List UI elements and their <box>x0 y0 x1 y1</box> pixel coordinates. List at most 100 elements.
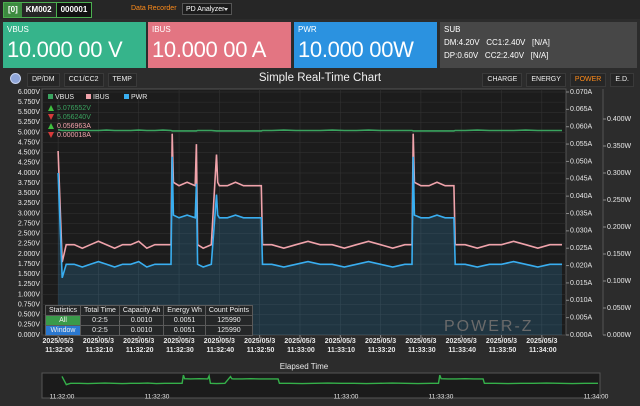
y-tick-label: 1.000V <box>18 291 41 298</box>
readout-value: 10.000 00 V <box>7 37 123 62</box>
overview-tick-label: 11:32:00 <box>50 394 75 401</box>
sub-label: SUB <box>444 25 461 34</box>
x-axis-title: Elapsed Time <box>280 362 329 371</box>
legend-label: IBUS <box>93 94 110 101</box>
table-cell: All <box>44 315 82 326</box>
readout-value: 10.000 00W <box>298 37 414 62</box>
y-tick-label: 0.040A <box>570 193 593 200</box>
y-tick-label: 0.350W <box>607 143 632 150</box>
y-tick-label: 4.250V <box>18 160 41 167</box>
y-tick-label: 1.250V <box>18 281 41 288</box>
y-tick-label: 1.500V <box>18 271 41 278</box>
app-icon[interactable] <box>10 73 21 84</box>
device-selector[interactable]: [0] KM002 000001 <box>3 2 93 18</box>
x-tick-label: 2025/05/3 11:32:30 <box>163 338 194 354</box>
device-index: [0] <box>4 3 22 17</box>
y-tick-label: 2.000V <box>18 251 41 258</box>
tab[interactable]: TEMP <box>107 73 137 87</box>
x-tick-label: 2025/05/3 11:33:00 <box>284 338 315 354</box>
tab[interactable]: DP/DM <box>27 73 60 87</box>
y-tick-label: 0.300W <box>607 170 632 177</box>
y-tick-label: 0.400W <box>607 116 632 123</box>
readout-label: VBUS <box>7 25 29 34</box>
legend-label: PWR <box>131 94 147 101</box>
x-tick-label: 2025/05/3 11:32:50 <box>244 338 275 354</box>
mode-dropdown[interactable]: PD Analyzer <box>182 3 232 15</box>
y-tick-label: 5.000V <box>18 129 41 136</box>
tab[interactable]: E.D. <box>610 73 634 87</box>
statistics-table: Statistics Total Time Capacity Ah Energy Wh… <box>44 305 254 336</box>
overview-tick-label: 11:33:30 <box>429 394 454 401</box>
readout-label: PWR <box>298 25 317 34</box>
mode-text: PD Analyzer <box>186 6 225 13</box>
y-tick-label: 0.150W <box>607 251 632 258</box>
y-tick-label: 0.010A <box>570 297 593 304</box>
header-cell: Energy Wh <box>163 305 206 316</box>
y-tick-label: 0.000A <box>570 332 593 339</box>
series-line <box>57 128 562 132</box>
readout-label: IBUS <box>152 25 171 34</box>
y-tick-label: 0.030A <box>570 228 593 235</box>
y-tick-label: 6.000V <box>18 89 41 96</box>
y-tick-label: 1.750V <box>18 261 41 268</box>
readout-panel: PWR 10.000 00W <box>294 22 437 68</box>
y-tick-label: 0.060A <box>570 124 593 131</box>
x-tick-label: 2025/05/3 11:34:00 <box>526 338 557 354</box>
table-cell: 0:2:5 <box>80 315 120 326</box>
y-tick-label: 3.750V <box>18 180 41 187</box>
extreme-value: 5.076552V <box>57 105 91 112</box>
x-tick-label: 2025/05/3 11:33:20 <box>365 338 396 354</box>
overview-tick-label: 11:33:00 <box>334 394 359 401</box>
readout-panel: VBUS 10.000 00 V <box>3 22 146 68</box>
y-tick-label: 5.750V <box>18 99 41 106</box>
x-tick-label: 2025/05/3 11:33:10 <box>325 338 356 354</box>
table-cell: 125990 <box>204 325 254 336</box>
table-cell: 0.0051 <box>163 315 206 326</box>
y-tick-label: 0.000W <box>607 332 632 339</box>
legend-swatch <box>86 94 91 99</box>
y-tick-label: 4.500V <box>18 150 41 157</box>
readout-panel: IBUS 10.000 00 A <box>148 22 291 68</box>
y-tick-label: 3.250V <box>18 200 41 207</box>
series-line <box>57 156 562 279</box>
y-tick-label: 2.750V <box>18 220 41 227</box>
legend-label: VBUS <box>55 94 74 101</box>
tab[interactable]: CHARGE <box>482 73 523 87</box>
y-tick-label: 0.015A <box>570 280 593 287</box>
x-tick-label: 2025/05/3 11:32:20 <box>123 338 154 354</box>
extreme-marker <box>48 123 54 129</box>
y-tick-label: 0.020A <box>570 262 593 269</box>
header-cell: Statistics <box>44 305 82 316</box>
y-tick-label: 5.250V <box>18 119 41 126</box>
table-header: Statistics Total Time Capacity Ah Energy Wh… <box>44 305 254 316</box>
y-tick-label: 3.500V <box>18 190 41 197</box>
tabs-right: CHARGE ENERGY POWER E.D. <box>482 73 634 87</box>
y-tick-label: 0.065A <box>570 106 593 113</box>
header-cell: Count Points <box>204 305 254 316</box>
x-tick-label: 2025/05/3 11:33:50 <box>486 338 517 354</box>
sub-line: DM:4.20V CC1:2.40V [N/A] <box>444 38 550 47</box>
y-tick-label: 4.000V <box>18 170 41 177</box>
y-tick-label: 3.000V <box>18 210 41 217</box>
y-tick-label: 0.045A <box>570 176 593 183</box>
y-tick-label: 4.750V <box>18 139 41 146</box>
tab[interactable]: CC1/CC2 <box>63 73 104 87</box>
overview-frame <box>41 372 601 399</box>
watermark: POWER-Z <box>444 318 534 335</box>
tab[interactable]: POWER <box>569 73 607 87</box>
y-tick-label: 0.050A <box>570 158 593 165</box>
table-row: All 0:2:5 0.0010 0.0051 125990 <box>44 315 254 326</box>
legend-swatch <box>124 94 129 99</box>
tab[interactable]: ENERGY <box>526 73 566 87</box>
toolbar: [0] KM002 000001 Data Recorder PD Analyz… <box>0 0 640 19</box>
y-tick-label: 0.500V <box>18 312 41 319</box>
device-name: KM002 <box>25 5 52 14</box>
y-tick-label: 0.025A <box>570 245 593 252</box>
overview-tick-label: 11:32:30 <box>145 394 170 401</box>
y-tick-label: 0.035A <box>570 210 593 217</box>
table-cell: 0.0010 <box>118 325 165 336</box>
table-cell: 0.0051 <box>163 325 206 336</box>
table-cell: 0.0010 <box>118 315 165 326</box>
table-cell: 125990 <box>204 315 254 326</box>
y-tick-label: 2.500V <box>18 231 41 238</box>
